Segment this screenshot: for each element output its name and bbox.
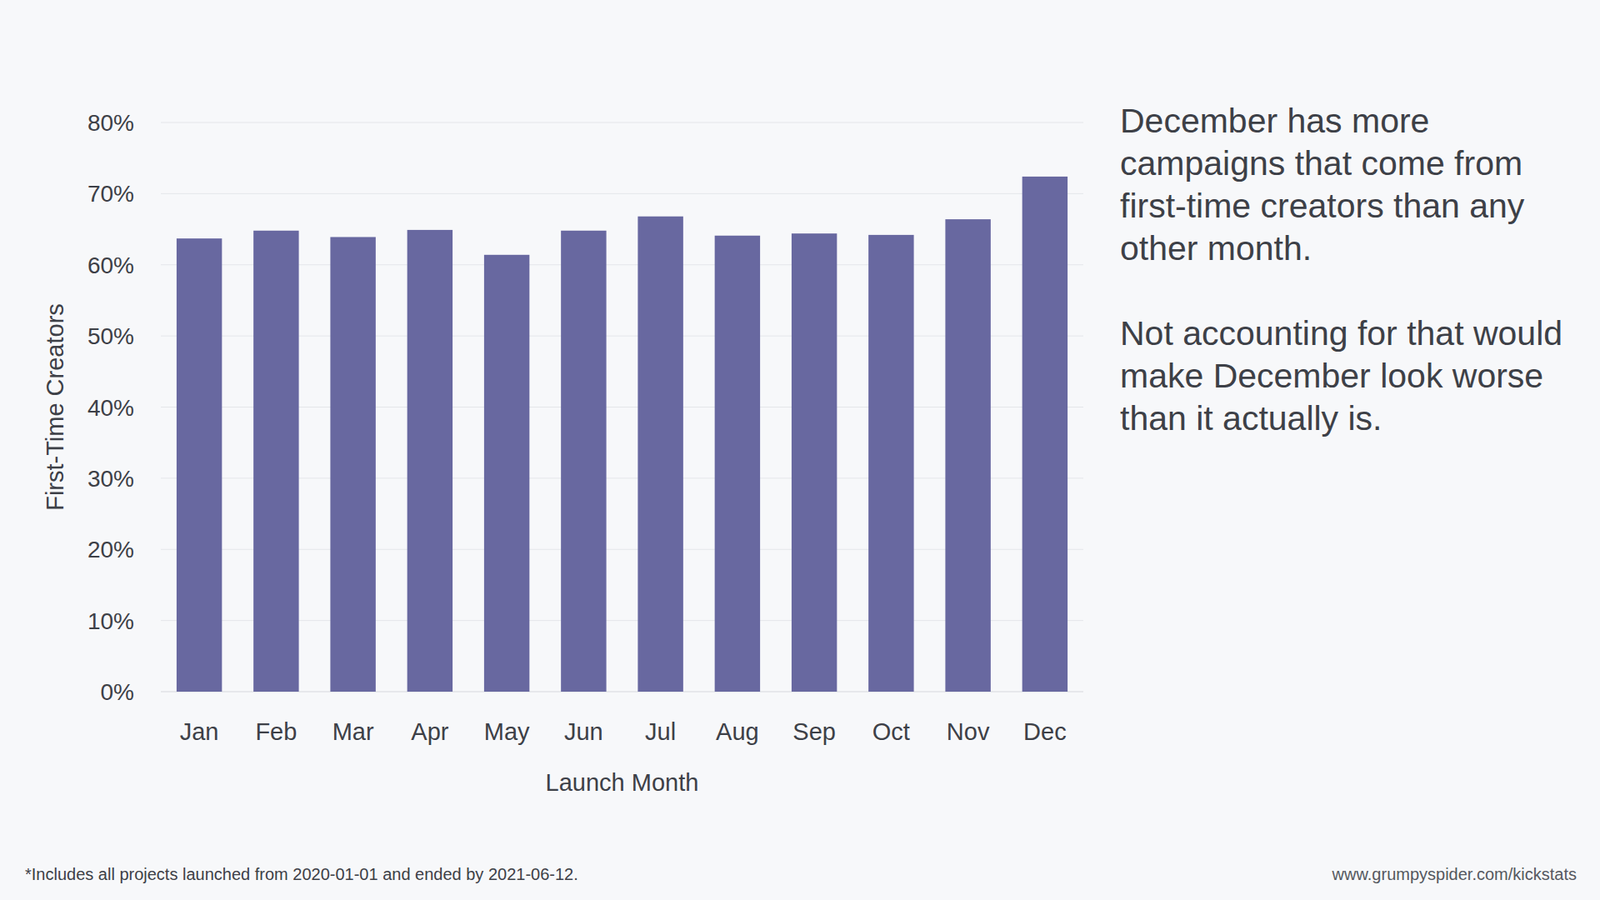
footnote: *Includes all projects launched from 202… — [25, 865, 579, 884]
bar — [715, 235, 760, 692]
y-axis-title: First-Time Creators — [41, 303, 69, 511]
bars — [176, 176, 1068, 692]
bar — [330, 236, 375, 692]
y-tick-label: 30% — [87, 465, 135, 492]
grid-line — [160, 477, 1084, 479]
grid-line — [160, 691, 1084, 693]
x-tick-label: Apr — [410, 718, 449, 745]
bar — [1022, 176, 1068, 692]
x-tick-label: Jun — [564, 718, 604, 745]
bar — [176, 238, 222, 692]
x-tick-label: Nov — [946, 718, 990, 745]
bar — [868, 235, 914, 692]
bar — [791, 233, 837, 692]
y-tick-label: 50% — [87, 323, 135, 350]
y-tick-label: 60% — [87, 252, 135, 279]
x-tick-label: Mar — [332, 718, 375, 745]
x-tick-label: Oct — [872, 718, 910, 745]
grid-line — [160, 335, 1084, 337]
bar — [407, 230, 453, 692]
x-tick-label: Sep — [792, 718, 836, 745]
annotation: Not accounting for that would make Decem… — [1120, 312, 1587, 440]
bar — [484, 255, 530, 692]
x-tick-label: Jul — [645, 718, 676, 745]
annotation: December has more campaigns that come fr… — [1120, 100, 1587, 270]
y-tick-label: 20% — [87, 536, 135, 563]
grid-line — [160, 406, 1084, 408]
x-tick-label: Jan — [180, 718, 220, 745]
bar — [637, 216, 683, 692]
y-tick-label: 80% — [87, 110, 135, 136]
bar — [253, 230, 299, 692]
grid-line — [160, 264, 1084, 265]
grid-line — [160, 620, 1084, 621]
y-tick-label: 70% — [87, 180, 135, 207]
x-tick-label: Feb — [255, 718, 297, 745]
bar — [560, 230, 606, 692]
x-tick-label: May — [484, 718, 530, 745]
bar — [945, 219, 990, 692]
x-tick-label: Aug — [715, 718, 760, 745]
source: www.grumpyspider.com/kickstats — [1331, 865, 1577, 884]
grid-line — [160, 122, 1084, 124]
y-tick-label: 10% — [87, 608, 135, 635]
y-tick-label: 0% — [100, 679, 135, 705]
annotation-box: December has more campaigns that come fr… — [1120, 100, 1587, 483]
x-axis-title: Launch Month — [545, 769, 700, 796]
grid-line — [160, 193, 1084, 195]
y-tick-label: 40% — [87, 395, 135, 421]
grid-line — [160, 549, 1084, 550]
x-tick-label: Dec — [1023, 718, 1067, 745]
